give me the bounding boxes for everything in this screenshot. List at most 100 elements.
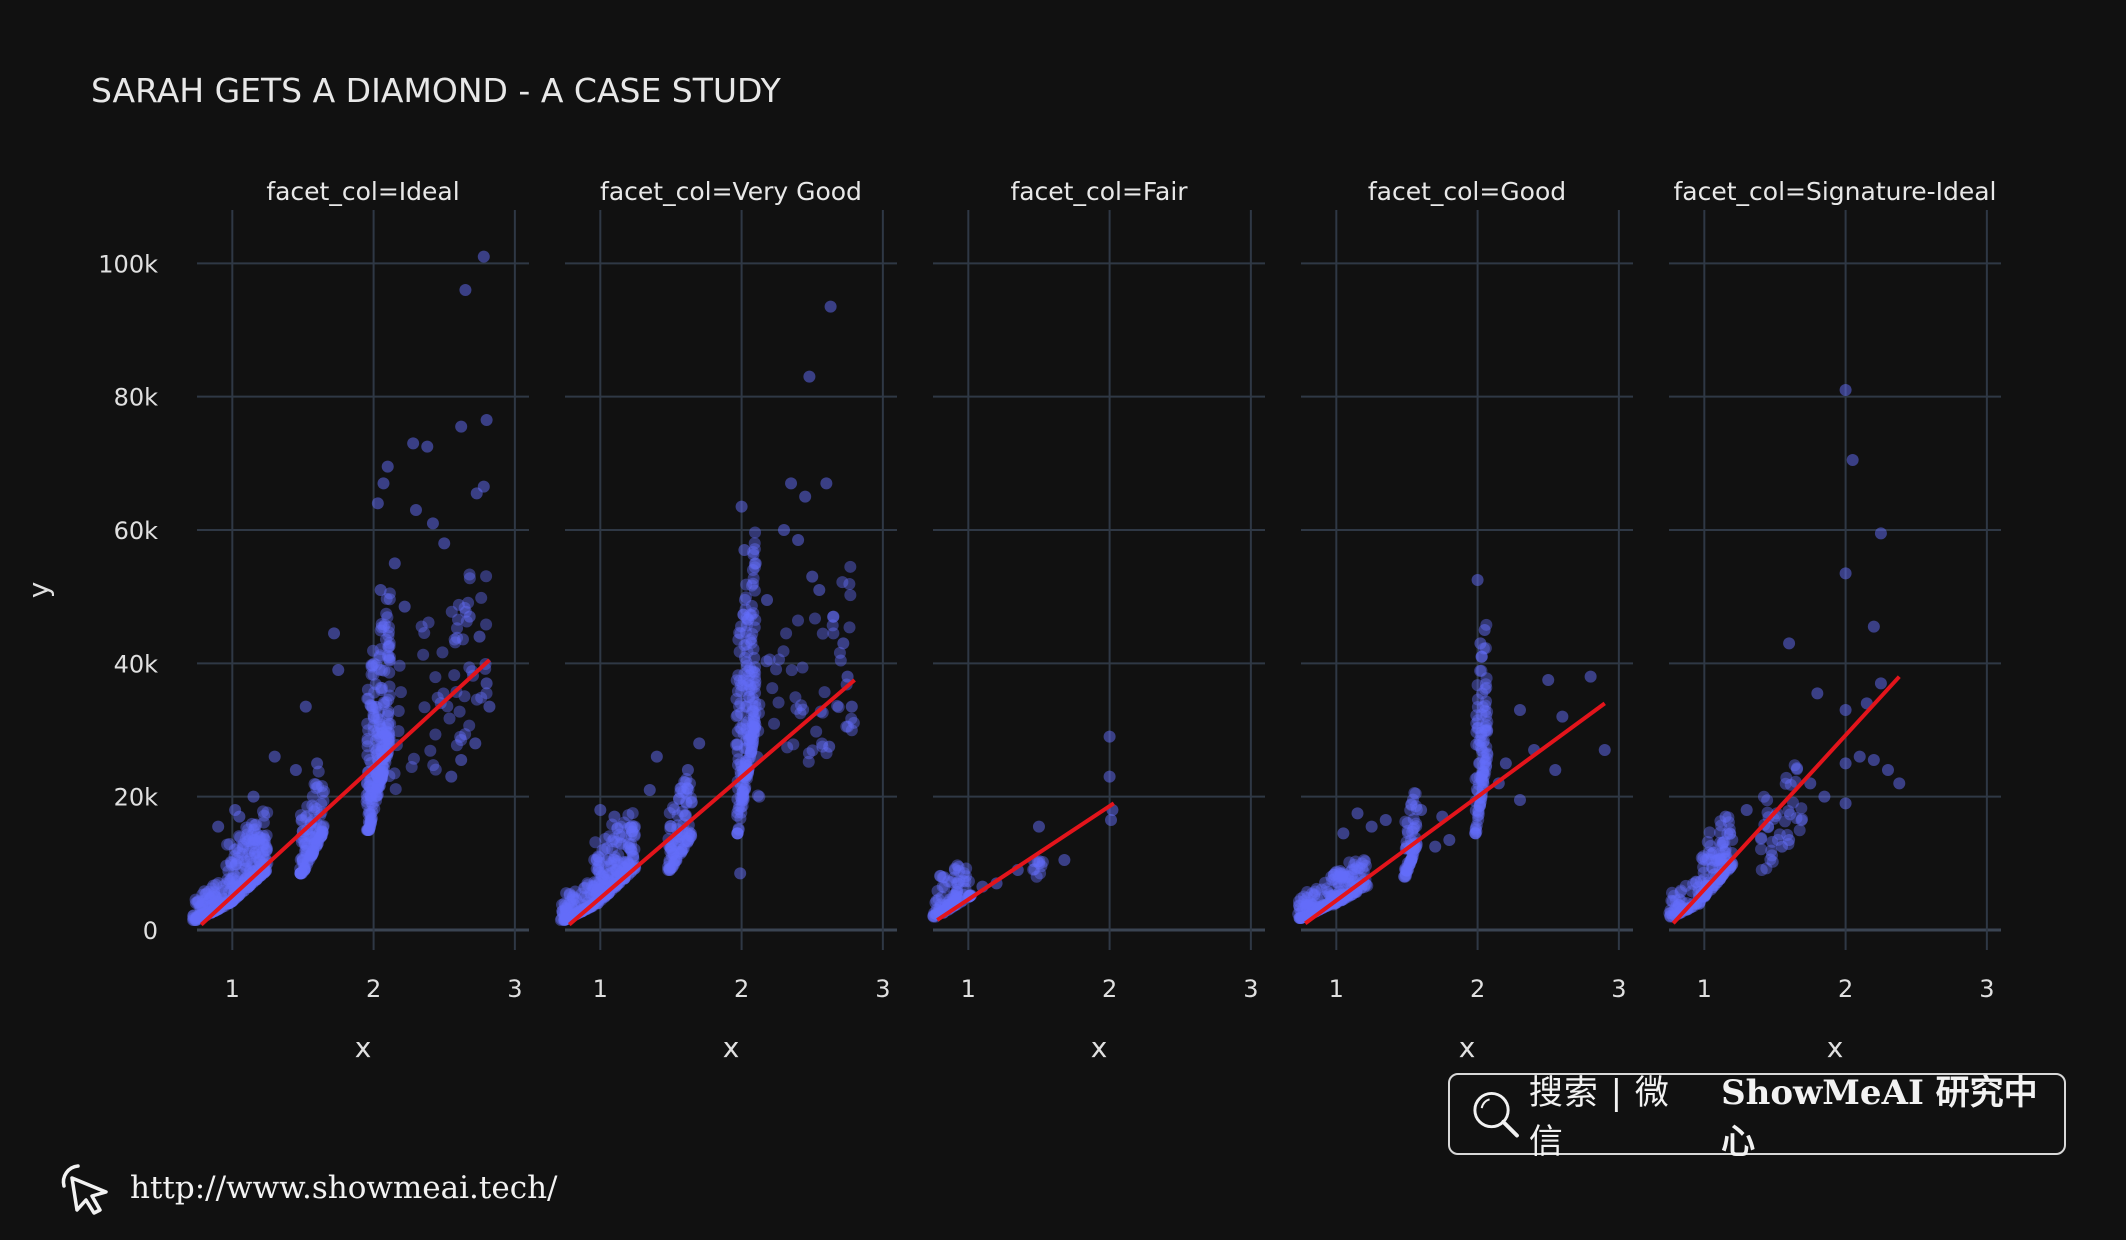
scatter-point bbox=[748, 715, 761, 728]
scatter-point bbox=[738, 651, 751, 664]
scatter-point bbox=[1710, 854, 1723, 867]
scatter-point bbox=[592, 863, 605, 876]
scatter-point bbox=[1479, 756, 1492, 769]
url-row[interactable]: http://www.showmeai.tech/ bbox=[56, 1160, 557, 1216]
scatter-point bbox=[373, 779, 386, 792]
scatter-point bbox=[1407, 793, 1420, 806]
scatter-point bbox=[588, 853, 601, 866]
search-banner[interactable]: 搜索 | 微信 ShowMeAI 研究中心 bbox=[1448, 1073, 2066, 1162]
scatter-point bbox=[455, 754, 468, 766]
scatter-point bbox=[569, 885, 582, 898]
scatter-point bbox=[470, 693, 483, 706]
scatter-point bbox=[332, 664, 345, 676]
scatter-point bbox=[373, 713, 386, 726]
scatter-point bbox=[1302, 899, 1315, 912]
scatter-point bbox=[1477, 736, 1490, 749]
scatter-point bbox=[781, 741, 794, 754]
scatter-point bbox=[380, 730, 393, 743]
scatter-point bbox=[588, 876, 601, 889]
scatter-point bbox=[626, 825, 639, 838]
scatter-point bbox=[463, 568, 476, 581]
scatter-point bbox=[1704, 839, 1717, 852]
scatter-point bbox=[256, 846, 269, 859]
scatter-point bbox=[226, 872, 239, 885]
scatter-point bbox=[233, 830, 246, 843]
scatter-point bbox=[228, 850, 241, 863]
scatter-point bbox=[1472, 805, 1485, 818]
scatter-point bbox=[590, 863, 603, 876]
scatter-point bbox=[746, 733, 759, 746]
scatter-point bbox=[681, 836, 694, 849]
scatter-point bbox=[314, 830, 327, 843]
scatter-point bbox=[680, 795, 693, 808]
scatter-point bbox=[193, 909, 206, 922]
scatter-point bbox=[202, 885, 215, 898]
scatter-point bbox=[374, 768, 387, 781]
scatter-point bbox=[317, 794, 330, 807]
scatter-point bbox=[376, 740, 389, 753]
scatter-point bbox=[746, 717, 759, 730]
scatter-point bbox=[748, 720, 761, 733]
scatter-point bbox=[664, 842, 677, 855]
scatter-point bbox=[310, 781, 323, 794]
scatter-point bbox=[1706, 861, 1719, 874]
scatter-point bbox=[204, 892, 217, 905]
chart-title: SARAH GETS A DIAMOND - A CASE STUDY bbox=[91, 71, 782, 110]
scatter-point bbox=[418, 627, 431, 640]
scatter-point bbox=[298, 863, 311, 876]
scatter-point bbox=[203, 893, 216, 906]
scatter-point bbox=[620, 860, 633, 873]
scatter-point bbox=[1361, 879, 1374, 892]
scatter-point bbox=[802, 747, 815, 760]
scatter-point bbox=[563, 907, 576, 920]
scatter-point bbox=[248, 847, 261, 860]
x-tick-label: 3 bbox=[1979, 975, 1994, 1003]
scatter-point bbox=[223, 838, 236, 851]
scatter-point bbox=[365, 668, 378, 681]
scatter-point bbox=[664, 822, 677, 835]
scatter-point bbox=[1339, 871, 1352, 884]
scatter-point bbox=[298, 863, 311, 876]
website-url[interactable]: http://www.showmeai.tech/ bbox=[130, 1170, 558, 1206]
scatter-point bbox=[362, 786, 375, 799]
scatter-point bbox=[372, 706, 385, 719]
scatter-point bbox=[731, 758, 744, 771]
scatter-point bbox=[678, 809, 691, 822]
scatter-point bbox=[1409, 787, 1422, 800]
scatter-point bbox=[679, 809, 692, 822]
scatter-point bbox=[196, 895, 209, 908]
scatter-point bbox=[459, 284, 472, 296]
scatter-point bbox=[730, 693, 743, 706]
scatter-point bbox=[581, 877, 594, 890]
scatter-point bbox=[1755, 832, 1768, 845]
scatter-point bbox=[245, 828, 258, 841]
scatter-point bbox=[304, 829, 317, 842]
scatter-point bbox=[236, 847, 249, 860]
scatter-point bbox=[1401, 857, 1414, 870]
brand-text: ShowMeAI 研究中心 bbox=[1721, 1073, 2038, 1162]
scatter-point bbox=[685, 830, 698, 843]
scatter-point bbox=[668, 852, 681, 865]
scatter-point bbox=[741, 716, 754, 729]
scatter-point bbox=[367, 657, 380, 670]
scatter-point bbox=[679, 776, 692, 789]
scatter-point bbox=[362, 692, 375, 705]
scatter-point bbox=[734, 757, 747, 770]
scatter-point bbox=[1350, 861, 1363, 874]
scatter-point bbox=[558, 897, 571, 910]
scatter-point bbox=[820, 477, 833, 490]
scatter-point bbox=[304, 850, 317, 863]
scatter-point bbox=[189, 914, 202, 926]
scatter-point bbox=[363, 753, 376, 766]
scatter-point bbox=[1472, 739, 1485, 752]
scatter-point bbox=[313, 827, 326, 840]
scatter-point bbox=[1301, 885, 1314, 898]
scatter-point bbox=[1399, 815, 1412, 828]
scatter-point bbox=[299, 811, 312, 824]
scatter-point bbox=[1690, 876, 1703, 889]
scatter-point bbox=[1336, 870, 1349, 883]
scatter-point bbox=[225, 856, 238, 869]
scatter-point bbox=[201, 896, 214, 909]
scatter-point bbox=[315, 829, 328, 842]
scatter-point bbox=[1477, 751, 1490, 764]
